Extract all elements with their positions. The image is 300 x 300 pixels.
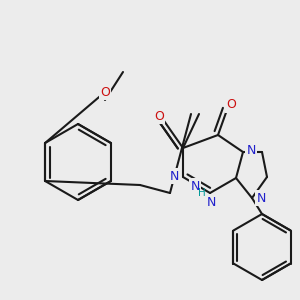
Text: N: N	[256, 191, 266, 205]
Text: N: N	[190, 179, 200, 193]
Text: O: O	[226, 98, 236, 112]
Text: N: N	[169, 169, 179, 182]
Text: O: O	[100, 85, 110, 98]
Text: H: H	[198, 188, 206, 198]
Text: N: N	[206, 196, 216, 208]
Text: N: N	[246, 145, 256, 158]
Text: O: O	[154, 110, 164, 122]
